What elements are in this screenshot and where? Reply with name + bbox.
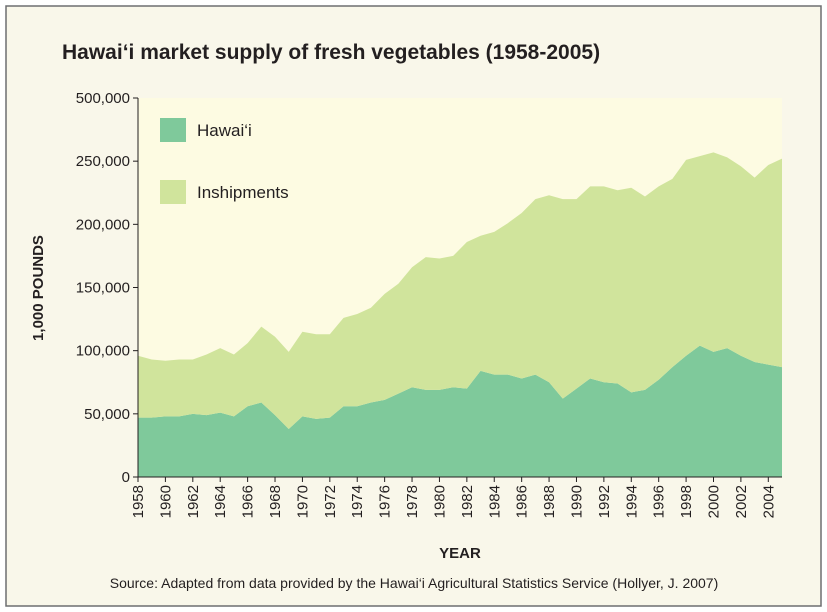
source-note: Source: Adapted from data provided by th… — [110, 575, 719, 591]
x-tick-label: 1994 — [623, 485, 640, 518]
y-tick-label: 0 — [122, 469, 130, 486]
y-tick-label: 150,000 — [76, 280, 130, 297]
x-tick-label: 1982 — [459, 485, 476, 518]
legend-label: Inshipments — [197, 183, 289, 202]
legend-swatch — [160, 118, 186, 142]
x-tick-label: 1984 — [486, 485, 503, 518]
x-tick-label: 2004 — [760, 485, 777, 518]
x-tick-label: 1962 — [185, 485, 202, 518]
x-tick-label: 1996 — [651, 485, 668, 518]
y-tick-label: 100,000 — [76, 343, 130, 360]
x-tick-label: 1958 — [130, 485, 147, 518]
y-tick-label: 50,000 — [84, 406, 130, 423]
area — [138, 152, 782, 429]
x-tick-label: 2000 — [705, 485, 722, 518]
y-axis-label: 1,000 POUNDS — [30, 235, 47, 341]
area — [138, 345, 782, 477]
x-tick-label: 2002 — [733, 485, 750, 518]
x-tick-label: 1968 — [267, 485, 284, 518]
legend-label: Hawai‘i — [197, 121, 252, 140]
x-tick-label: 1980 — [431, 485, 448, 518]
y-tick-label: 500,000 — [76, 90, 130, 107]
y-tick-label: 200,000 — [76, 216, 130, 233]
chart-title: Hawai‘i market supply of fresh vegetable… — [62, 41, 600, 64]
x-axis-label: YEAR — [439, 545, 481, 562]
x-tick-label: 1960 — [157, 485, 174, 518]
x-tick-label: 1992 — [596, 485, 613, 518]
y-tick-label: 250,000 — [76, 153, 130, 170]
x-tick-label: 1990 — [568, 485, 585, 518]
x-tick-label: 1998 — [678, 485, 695, 518]
legend-swatch — [160, 180, 186, 204]
x-tick-label: 1976 — [377, 485, 394, 518]
x-tick-label: 1970 — [294, 485, 311, 518]
x-tick-label: 1964 — [212, 485, 229, 518]
x-tick-label: 1986 — [514, 485, 531, 518]
x-tick-label: 1972 — [322, 485, 339, 518]
x-tick-label: 1978 — [404, 485, 421, 518]
x-tick-label: 1974 — [349, 485, 366, 518]
x-tick-label: 1988 — [541, 485, 558, 518]
x-tick-label: 1966 — [240, 485, 257, 518]
